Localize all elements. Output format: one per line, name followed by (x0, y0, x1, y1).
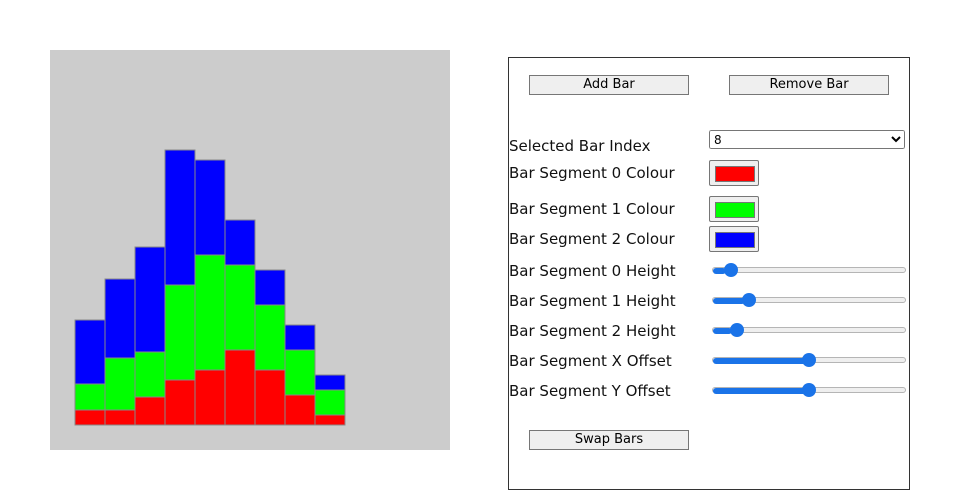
add-bar-button[interactable]: Add Bar (529, 75, 689, 95)
bar-segment (164, 379, 196, 426)
colour-swatch (715, 166, 755, 182)
colour-picker[interactable] (709, 196, 759, 222)
bar-segment (194, 159, 226, 256)
bar-segment (104, 409, 136, 426)
control-panel (508, 57, 910, 490)
colour-label: Bar Segment 0 Colour (509, 164, 675, 182)
bar-segment (134, 351, 166, 398)
bar-segment (74, 319, 106, 385)
colour-swatch (715, 232, 755, 248)
slider-fill (713, 328, 733, 334)
bar-segment (104, 357, 136, 411)
bar-index-select[interactable]: 012345678 (709, 130, 905, 149)
slider-thumb[interactable] (742, 293, 756, 307)
bar-segment (314, 389, 346, 416)
bar-segment (284, 349, 316, 396)
remove-bar-button[interactable]: Remove Bar (729, 75, 889, 95)
slider-track[interactable] (712, 297, 906, 304)
slider-thumb[interactable] (802, 383, 816, 397)
height-label: Bar Segment 2 Height (509, 322, 676, 340)
bar-segment (74, 409, 106, 426)
slider-thumb[interactable] (802, 353, 816, 367)
slider-fill (713, 268, 726, 274)
bar-segment (104, 278, 136, 359)
bar-segment (74, 383, 106, 411)
bar-segment (134, 396, 166, 426)
bar-segment (164, 149, 196, 286)
bar-segment (284, 324, 316, 351)
swap-bars-button[interactable]: Swap Bars (529, 430, 689, 450)
offset-label: Bar Segment Y Offset (509, 382, 671, 400)
colour-label: Bar Segment 2 Colour (509, 230, 675, 248)
bar-segment (224, 349, 256, 426)
slider-track[interactable] (712, 267, 906, 274)
bar-segment (254, 269, 286, 306)
height-label: Bar Segment 1 Height (509, 292, 676, 310)
bar-canvas (50, 50, 450, 450)
bar-segment (284, 394, 316, 426)
height-label: Bar Segment 0 Height (509, 262, 676, 280)
selected-index-label: Selected Bar Index (509, 137, 651, 155)
colour-picker[interactable] (709, 160, 759, 186)
colour-label: Bar Segment 1 Colour (509, 200, 675, 218)
bar-segment (134, 246, 166, 353)
bar-segment (194, 254, 226, 371)
colour-picker[interactable] (709, 226, 759, 252)
bar-segment (314, 414, 346, 426)
slider-fill (713, 388, 810, 394)
bar-segment (254, 304, 286, 371)
slider-fill (713, 298, 746, 304)
slider-fill (713, 358, 810, 364)
bar-segment (224, 219, 256, 266)
slider-thumb[interactable] (730, 323, 744, 337)
colour-swatch (715, 202, 755, 218)
bar-segment (224, 264, 256, 351)
slider-track[interactable] (712, 327, 906, 334)
bar-segment (194, 369, 226, 426)
bar-segment (254, 369, 286, 426)
slider-thumb[interactable] (724, 263, 738, 277)
bar-segment (314, 374, 346, 391)
offset-label: Bar Segment X Offset (509, 352, 672, 370)
bar-segment (164, 284, 196, 381)
